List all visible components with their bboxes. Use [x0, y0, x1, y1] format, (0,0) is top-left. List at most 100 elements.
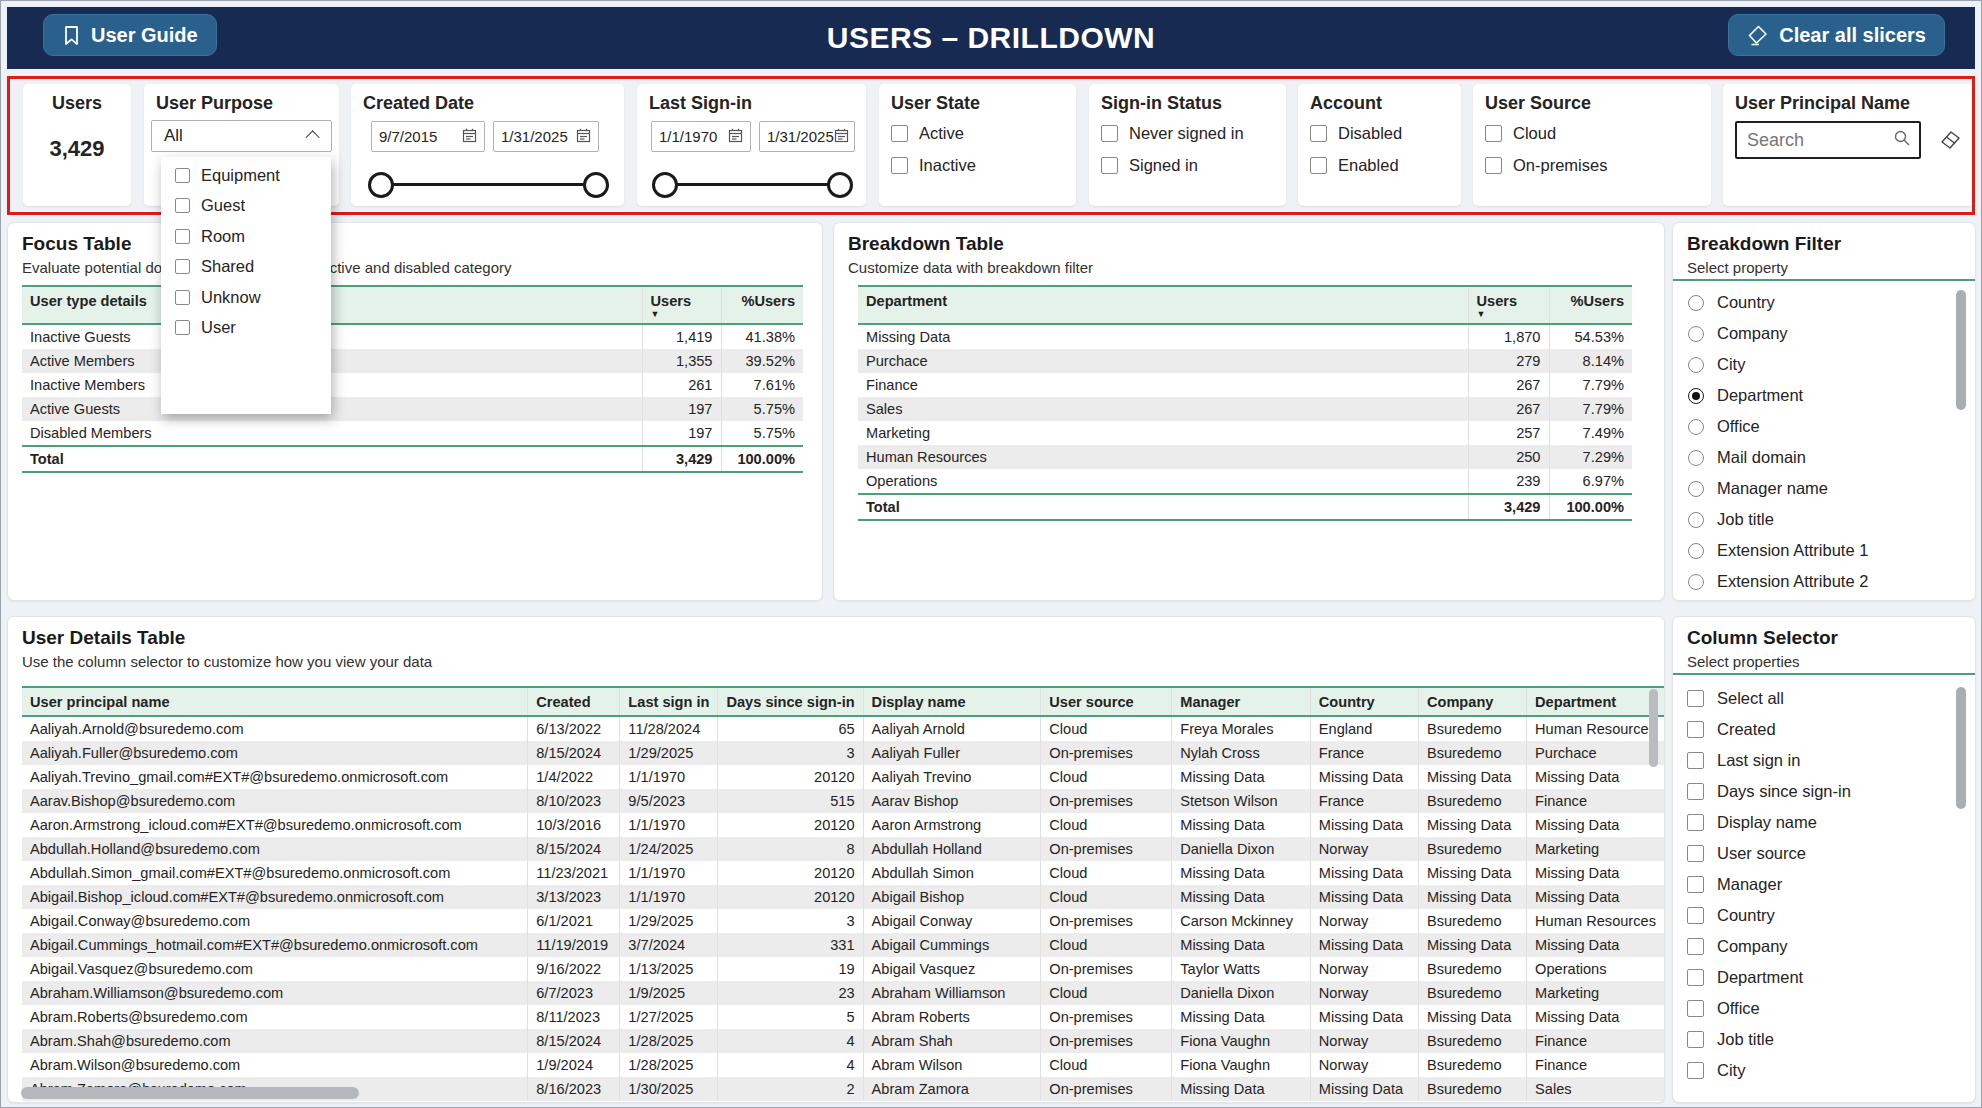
checkbox-icon[interactable] — [891, 157, 908, 174]
column-header[interactable]: Last sign in — [620, 687, 718, 716]
radio-option[interactable]: Company — [1673, 318, 1975, 349]
checkbox-icon[interactable] — [1687, 907, 1704, 924]
eraser-icon[interactable] — [1939, 129, 1963, 153]
checkbox-icon[interactable] — [1687, 721, 1704, 738]
column-header[interactable]: %Users — [721, 286, 803, 324]
table-row[interactable]: Abigail.Conway@bsuredemo.com6/1/20211/29… — [22, 909, 1664, 933]
radio-icon[interactable] — [1688, 512, 1704, 528]
column-header[interactable]: Days since sign-in — [718, 687, 863, 716]
checkbox-option[interactable]: User source — [1673, 838, 1975, 869]
checkbox-option[interactable]: Country — [1673, 900, 1975, 931]
column-header[interactable]: User source — [1041, 687, 1172, 716]
column-header[interactable]: Country — [1310, 687, 1418, 716]
checkbox-option[interactable]: Inactive — [879, 149, 1076, 181]
table-row[interactable]: Aaliyah.Fuller@bsuredemo.com8/15/20241/2… — [22, 741, 1664, 765]
table-row[interactable]: Abram.Roberts@bsuredemo.com8/11/20231/27… — [22, 1005, 1664, 1029]
table-row[interactable]: Active Guests1975.75% — [22, 397, 803, 421]
table-row[interactable]: Human Resources2507.29% — [858, 445, 1632, 469]
checkbox-option[interactable]: Select all — [1673, 683, 1975, 714]
checkbox-icon[interactable] — [891, 125, 908, 142]
checkbox-option[interactable]: Department — [1673, 962, 1975, 993]
search-box[interactable] — [1735, 121, 1921, 159]
radio-option[interactable]: Extension Attribute 1 — [1673, 535, 1975, 566]
checkbox-icon[interactable] — [1687, 969, 1704, 986]
checkbox-option[interactable]: Unknow — [161, 282, 331, 313]
checkbox-icon[interactable] — [1687, 876, 1704, 893]
column-header[interactable]: Users▼ — [642, 286, 721, 324]
checkbox-option[interactable]: Active — [879, 117, 1076, 149]
checkbox-icon[interactable] — [1101, 157, 1118, 174]
radio-option[interactable]: Manager name — [1673, 473, 1975, 504]
table-row[interactable]: Abigail.Vasquez@bsuredemo.com9/16/20221/… — [22, 957, 1664, 981]
created-date-slider-track[interactable] — [379, 183, 596, 186]
column-selector-scrollbar[interactable] — [1956, 687, 1966, 809]
checkbox-icon[interactable] — [175, 320, 190, 335]
checkbox-icon[interactable] — [1485, 157, 1502, 174]
user-guide-button[interactable]: User Guide — [43, 14, 217, 56]
checkbox-option[interactable]: Cloud — [1473, 117, 1711, 149]
table-row[interactable]: Abdullah.Simon_gmail.com#EXT#@bsuredemo.… — [22, 861, 1664, 885]
calendar-icon[interactable] — [576, 128, 591, 146]
checkbox-icon[interactable] — [1310, 125, 1327, 142]
checkbox-option[interactable]: Equipment — [161, 160, 331, 191]
radio-option[interactable]: Country — [1673, 287, 1975, 318]
table-row[interactable]: Aaron.Armstrong_icloud.com#EXT#@bsuredem… — [22, 813, 1664, 837]
breakdown-filter-scrollbar[interactable] — [1956, 290, 1966, 410]
table-row[interactable]: Missing Data1,87054.53% — [858, 324, 1632, 349]
search-input[interactable] — [1745, 129, 1893, 152]
table-row[interactable]: Aaliyah.Trevino_gmail.com#EXT#@bsuredemo… — [22, 765, 1664, 789]
table-row[interactable]: Abigail.Bishop_icloud.com#EXT#@bsuredemo… — [22, 885, 1664, 909]
last-sign-in-start-input[interactable]: 1/1/1970 — [651, 121, 751, 152]
checkbox-option[interactable]: Room — [161, 221, 331, 252]
table-row[interactable]: Marketing2577.49% — [858, 421, 1632, 445]
checkbox-option[interactable]: Created — [1673, 714, 1975, 745]
table-row[interactable]: Abram.Shah@bsuredemo.com8/15/20241/28/20… — [22, 1029, 1664, 1053]
user-details-horizontal-scrollbar[interactable] — [21, 1087, 359, 1099]
radio-option[interactable]: City — [1673, 349, 1975, 380]
checkbox-option[interactable]: Job title — [1673, 1024, 1975, 1055]
clear-all-slicers-button[interactable]: Clear all slicers — [1728, 14, 1945, 56]
table-row[interactable]: Finance2677.79% — [858, 373, 1632, 397]
radio-icon[interactable] — [1688, 481, 1704, 497]
created-date-end-input[interactable]: 1/31/2025 — [493, 121, 599, 152]
checkbox-icon[interactable] — [1687, 752, 1704, 769]
column-header[interactable]: Display name — [863, 687, 1041, 716]
column-header[interactable]: Manager — [1172, 687, 1311, 716]
checkbox-option[interactable]: Last sign in — [1673, 745, 1975, 776]
column-header[interactable]: Users▼ — [1468, 286, 1549, 324]
checkbox-option[interactable]: Shared — [161, 252, 331, 283]
checkbox-option[interactable]: User — [161, 313, 331, 344]
radio-icon[interactable] — [1688, 419, 1704, 435]
checkbox-option[interactable]: Display name — [1673, 807, 1975, 838]
created-date-start-input[interactable]: 9/7/2015 — [371, 121, 485, 152]
column-header[interactable]: %Users — [1549, 286, 1632, 324]
calendar-icon[interactable] — [728, 128, 743, 146]
last-sign-in-slider-handle-start[interactable] — [652, 172, 678, 198]
checkbox-icon[interactable] — [1687, 1031, 1704, 1048]
checkbox-option[interactable]: Company — [1673, 931, 1975, 962]
table-row[interactable]: Abdullah.Holland@bsuredemo.com8/15/20241… — [22, 837, 1664, 861]
last-sign-in-end-input[interactable]: 1/31/2025 — [759, 121, 855, 152]
radio-icon[interactable] — [1688, 543, 1704, 559]
radio-icon[interactable] — [1688, 295, 1704, 311]
radio-icon[interactable] — [1688, 450, 1704, 466]
table-row[interactable]: Abram.Wilson@bsuredemo.com1/9/20241/28/2… — [22, 1053, 1664, 1077]
table-row[interactable]: Aaliyah.Arnold@bsuredemo.com6/13/202211/… — [22, 716, 1664, 741]
table-row[interactable]: Abigail.Cummings_hotmail.com#EXT#@bsured… — [22, 933, 1664, 957]
checkbox-icon[interactable] — [1687, 845, 1704, 862]
created-date-slider-handle-start[interactable] — [368, 172, 394, 198]
table-row[interactable]: Inactive Guests1,41941.38% — [22, 324, 803, 349]
radio-option[interactable]: Office — [1673, 411, 1975, 442]
table-row[interactable]: Abraham.Williamson@bsuredemo.com6/7/2023… — [22, 981, 1664, 1005]
checkbox-option[interactable]: Disabled — [1298, 117, 1461, 149]
column-header[interactable]: User principal name — [22, 687, 528, 716]
radio-icon[interactable] — [1688, 574, 1704, 590]
table-row[interactable]: Active Members1,35539.52% — [22, 349, 803, 373]
column-header[interactable]: Department — [1527, 687, 1664, 716]
table-row[interactable]: Purchace2798.14% — [858, 349, 1632, 373]
last-sign-in-slider-handle-end[interactable] — [827, 172, 853, 198]
table-row[interactable]: Operations2396.97% — [858, 469, 1632, 494]
radio-option[interactable]: Department — [1673, 380, 1975, 411]
column-header[interactable]: Company — [1418, 687, 1526, 716]
checkbox-option[interactable]: On-premises — [1473, 149, 1711, 181]
